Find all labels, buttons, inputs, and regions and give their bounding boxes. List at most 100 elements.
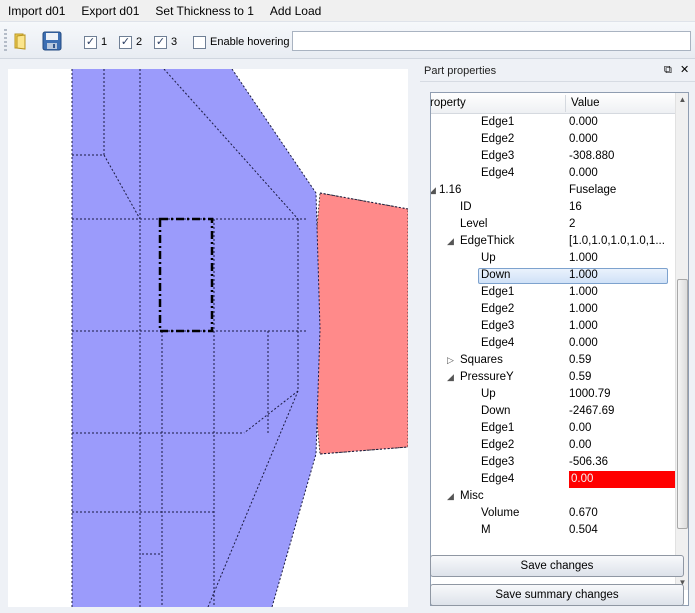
save-button[interactable]: [39, 28, 65, 54]
tree-row[interactable]: Edge3 -506.36: [431, 454, 676, 471]
tree-row-value[interactable]: 0.00: [569, 439, 592, 451]
enable-hovering-label: Enable hovering: [210, 36, 290, 48]
checkbox-1[interactable]: ✓: [84, 35, 97, 49]
model-canvas[interactable]: [8, 69, 408, 607]
header-separator[interactable]: [565, 95, 566, 112]
tree-row-value[interactable]: 0.00: [569, 471, 676, 488]
property-tree[interactable]: roperty Value Edge1 0.000 Edge2 0.000 Edge3 -…: [430, 92, 689, 606]
save-summary-changes-button[interactable]: Save summary changes: [430, 584, 684, 606]
tree-row-value[interactable]: 0.000: [569, 167, 598, 179]
tree-row-value[interactable]: 1.000: [569, 269, 598, 281]
collapsed-arrow-icon[interactable]: ▷: [447, 355, 454, 365]
tree-row[interactable]: ◢ PressureY 0.59: [431, 369, 676, 386]
checkbox-3[interactable]: ✓: [154, 35, 167, 49]
tree-row[interactable]: Level 2: [431, 216, 676, 233]
tree-row-value[interactable]: 0.000: [569, 133, 598, 145]
tree-row-value[interactable]: 0.000: [569, 337, 598, 349]
tree-viewport: roperty Value Edge1 0.000 Edge2 0.000 Edge3 -…: [431, 93, 676, 590]
tree-row[interactable]: Edge2 0.000: [431, 131, 676, 148]
open-folder-button[interactable]: [8, 28, 34, 54]
tree-row-label: Edge1: [481, 422, 515, 434]
tree-row[interactable]: Edge2 1.000: [431, 301, 676, 318]
tree-row[interactable]: Edge1 0.000: [431, 114, 676, 131]
tree-row-value[interactable]: 16: [569, 201, 582, 213]
neighbor-part[interactable]: [307, 192, 408, 455]
tree-row[interactable]: ▷ Squares 0.59: [431, 352, 676, 369]
expanded-arrow-icon[interactable]: ◢: [447, 236, 454, 246]
vertical-scrollbar[interactable]: ▲ ▼: [675, 93, 688, 590]
tree-row-label: Level: [460, 218, 488, 230]
tree-row-value[interactable]: 0.00: [569, 422, 592, 434]
toolbar-grip[interactable]: [4, 29, 7, 53]
tree-row[interactable]: Volume 0.670: [431, 505, 676, 522]
selected-part[interactable]: [72, 69, 320, 607]
tree-row-value[interactable]: 1000.79: [569, 388, 611, 400]
tree-row[interactable]: ◢ EdgeThick [1.0,1.0,1.0,1.0,1...: [431, 233, 676, 250]
layer-2-checkbox[interactable]: ✓ 2: [119, 34, 142, 50]
scroll-up-icon[interactable]: ▲: [678, 95, 687, 104]
tree-row-value[interactable]: 0.000: [569, 116, 598, 128]
tree-row-label: PressureY: [460, 371, 514, 383]
header-property[interactable]: roperty: [431, 97, 466, 109]
tree-row[interactable]: Edge4 0.000: [431, 165, 676, 182]
tree-row-value[interactable]: -2467.69: [569, 405, 615, 417]
header-value[interactable]: Value: [571, 97, 600, 109]
close-icon[interactable]: ✕: [680, 64, 690, 76]
tree-row-label: Edge2: [481, 439, 515, 451]
expanded-arrow-icon[interactable]: ◢: [447, 491, 454, 501]
menu-export-d01[interactable]: Export d01: [81, 3, 140, 18]
enable-hovering-checkbox[interactable]: Enable hovering: [193, 34, 290, 50]
tree-row[interactable]: Edge4 0.000: [431, 335, 676, 352]
tree-row-value[interactable]: 1.000: [569, 320, 598, 332]
vertical-scroll-thumb[interactable]: [677, 279, 688, 529]
part-properties-dock: Part properties ⧉ ✕ roperty Value Edge1 0…: [420, 60, 695, 613]
tree-row-value[interactable]: -506.36: [569, 456, 609, 468]
tree-row[interactable]: Edge4 0.00: [431, 471, 676, 488]
tree-row-value[interactable]: 2: [569, 218, 576, 230]
dock-title: Part properties: [420, 60, 695, 82]
tree-row[interactable]: Edge2 0.00: [431, 437, 676, 454]
tree-row[interactable]: ◢ 1.16 Fuselage: [431, 182, 676, 199]
tree-row-label: Edge3: [481, 150, 515, 162]
tree-row[interactable]: Edge3 -308.880: [431, 148, 676, 165]
layer-3-checkbox[interactable]: ✓ 3: [154, 34, 177, 50]
tree-row-value[interactable]: [1.0,1.0,1.0,1.0,1...: [569, 235, 665, 247]
mesh-drawing[interactable]: [8, 69, 408, 607]
hover-info-field[interactable]: [292, 31, 691, 51]
tree-row[interactable]: Edge1 1.000: [431, 284, 676, 301]
tree-row-value[interactable]: 1.000: [569, 286, 598, 298]
tree-row[interactable]: ID 16: [431, 199, 676, 216]
save-changes-button[interactable]: Save changes: [430, 555, 684, 577]
hovered-element-outline[interactable]: [158, 217, 214, 333]
tree-row[interactable]: Down 1.000: [431, 267, 676, 284]
tree-row[interactable]: Up 1.000: [431, 250, 676, 267]
checkbox-enable-hovering[interactable]: [193, 35, 206, 49]
float-icon[interactable]: ⧉: [664, 64, 672, 76]
tree-row[interactable]: Edge3 1.000: [431, 318, 676, 335]
expanded-arrow-icon[interactable]: ◢: [431, 185, 436, 195]
tree-row-value[interactable]: 0.59: [569, 354, 592, 366]
tree-row-value[interactable]: Fuselage: [569, 184, 617, 196]
menu-set-thickness[interactable]: Set Thickness to 1: [155, 3, 254, 18]
tree-row[interactable]: ◢ Misc: [431, 488, 676, 505]
tree-row-label: Up: [481, 252, 496, 264]
tree-row-value[interactable]: 1.000: [569, 303, 598, 315]
tree-row[interactable]: M 0.504: [431, 522, 676, 539]
scroll-down-icon[interactable]: ▼: [678, 578, 687, 587]
selection-highlight: [478, 268, 668, 284]
tree-row-label: Edge4: [481, 337, 515, 349]
checkbox-2[interactable]: ✓: [119, 35, 132, 49]
tree-row-value[interactable]: 0.59: [569, 371, 592, 383]
tree-row[interactable]: Edge1 0.00: [431, 420, 676, 437]
tree-row-value[interactable]: -308.880: [569, 150, 615, 162]
tree-row-value[interactable]: 0.504: [569, 524, 598, 536]
tree-row-value[interactable]: 1.000: [569, 252, 598, 264]
expanded-arrow-icon[interactable]: ◢: [447, 372, 454, 382]
menu-add-load[interactable]: Add Load: [269, 3, 322, 18]
tree-row-value[interactable]: 0.670: [569, 507, 598, 519]
tree-row-label: Edge2: [481, 133, 515, 145]
tree-row[interactable]: Up 1000.79: [431, 386, 676, 403]
tree-row[interactable]: Down -2467.69: [431, 403, 676, 420]
menu-import-d01[interactable]: Import d01: [8, 3, 66, 18]
layer-1-checkbox[interactable]: ✓ 1: [84, 34, 107, 50]
